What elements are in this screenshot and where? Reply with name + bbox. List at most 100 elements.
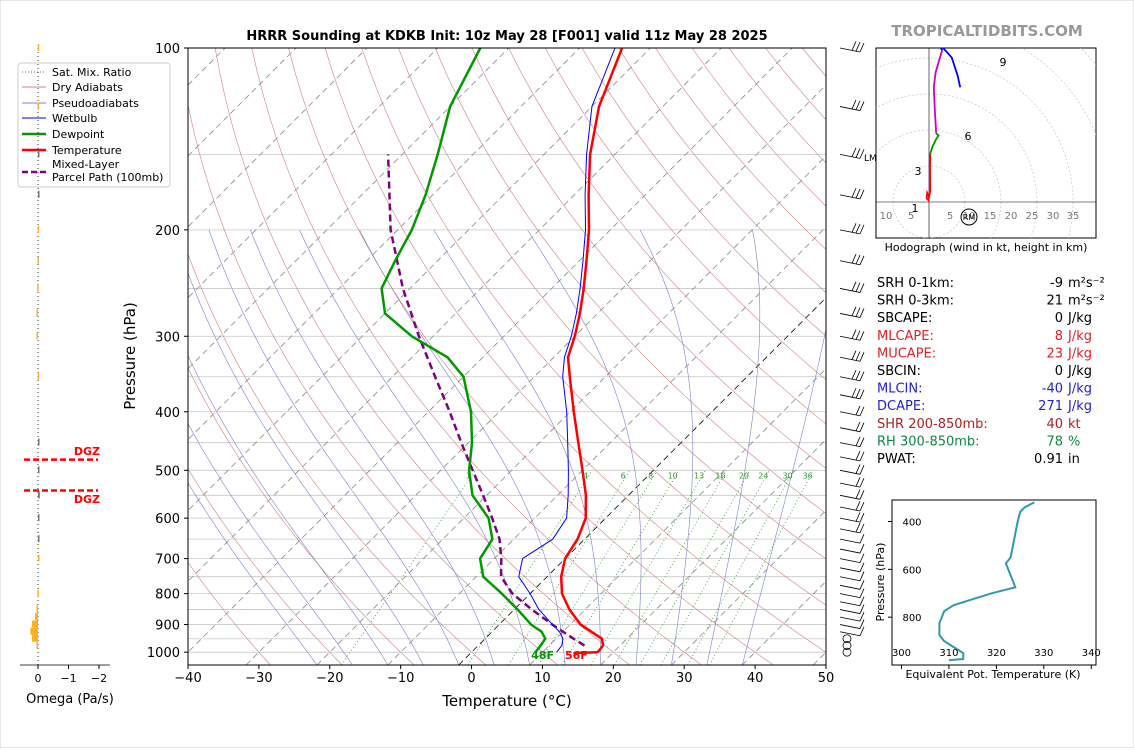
- hodograph-frame: [876, 48, 1096, 238]
- omega-bar: [35, 613, 38, 620]
- dgz-label-top: DGZ: [74, 445, 100, 458]
- chart-title: HRRR Sounding at KDKB Init: 10z May 28 […: [246, 29, 767, 44]
- x-tick-label: 50: [818, 671, 835, 686]
- index-label: SHR 200-850mb:: [877, 417, 988, 432]
- legend: Sat. Mix. Ratio Dry Adiabats Pseudoadiab…: [18, 63, 170, 187]
- index-label: SRH 0-3km:: [877, 294, 954, 309]
- mixing-ratio-label: 13: [694, 472, 704, 481]
- y-tick-label: 200: [155, 224, 180, 239]
- omega-tick-label: −1: [60, 672, 76, 685]
- omega-bar: [37, 284, 39, 291]
- index-value: 8: [1055, 329, 1063, 344]
- x-tick-label: −30: [245, 671, 272, 686]
- theta-e-x-tick-label: 330: [1034, 648, 1053, 659]
- index-unit: %: [1068, 434, 1080, 449]
- y-tick-label: 900: [155, 619, 180, 634]
- omega-bar: [36, 606, 38, 613]
- skewt-ylabel: Pressure (hPa): [121, 302, 139, 410]
- theta-e-xlabel: Equivalent Pot. Temperature (K): [905, 668, 1080, 681]
- x-tick-label: 30: [676, 671, 693, 686]
- theta-e-x-tick-label: 340: [1082, 648, 1101, 659]
- index-unit: J/kg: [1067, 364, 1092, 379]
- omega-bar: [30, 628, 38, 635]
- left-mover-label: LM: [864, 154, 877, 164]
- omega-bar: [36, 332, 38, 339]
- y-tick-label: 800: [155, 588, 180, 603]
- index-label: MLCAPE:: [877, 329, 934, 344]
- theta-e-y-tick-label: 600: [902, 565, 921, 576]
- y-tick-label: 1000: [147, 646, 180, 661]
- omega-bar: [37, 257, 39, 264]
- theta-e-y-tick-label: 800: [902, 613, 921, 624]
- brand-logo-text: TROPICALTIDBITS.COM: [891, 22, 1083, 40]
- x-tick-label: 10: [534, 671, 551, 686]
- x-tick-label: −20: [316, 671, 343, 686]
- index-unit: J/kg: [1067, 382, 1092, 397]
- omega-bar: [38, 466, 40, 473]
- hodograph-ring-label: 15: [984, 211, 997, 222]
- hodograph-height-label: 1: [912, 202, 919, 215]
- legend-sat-mix: Sat. Mix. Ratio: [52, 66, 132, 79]
- index-unit: J/kg: [1067, 346, 1092, 361]
- index-value: 0: [1055, 311, 1063, 326]
- omega-bar: [38, 535, 40, 542]
- x-tick-label: −40: [174, 671, 201, 686]
- hodograph-ring-label: 10: [880, 211, 893, 222]
- legend-mixed-layer: Mixed-Layer: [52, 158, 120, 171]
- y-tick-label: 700: [155, 553, 180, 568]
- mixing-ratio-label: 16: [715, 472, 725, 481]
- index-label: PWAT:: [877, 452, 916, 467]
- theta-e-frame: [892, 500, 1096, 665]
- index-label: DCAPE:: [877, 399, 925, 414]
- omega-bar: [38, 150, 40, 157]
- skewt-xlabel: Temperature (°C): [441, 692, 571, 710]
- index-value: 78: [1046, 434, 1063, 449]
- surface-dewpoint-label: 48F: [531, 649, 554, 662]
- legend-parcel-path: Parcel Path (100mb): [52, 171, 163, 184]
- x-tick-label: 20: [605, 671, 622, 686]
- mixing-ratio-label: 6: [621, 472, 626, 481]
- x-tick-label: 0: [467, 671, 475, 686]
- hodograph-ring-label: 25: [1026, 211, 1039, 222]
- omega-tick-label: 0: [35, 672, 42, 685]
- hodograph-height-label: 3: [915, 165, 922, 178]
- index-label: RH 300-850mb:: [877, 434, 980, 449]
- index-unit: kt: [1068, 417, 1081, 432]
- index-unit: J/kg: [1067, 311, 1092, 326]
- omega-bar: [36, 642, 38, 649]
- mixing-ratio-label: 30: [783, 472, 793, 481]
- index-label: MLCIN:: [877, 382, 922, 397]
- x-tick-label: −10: [387, 671, 414, 686]
- index-value: 271: [1038, 399, 1063, 414]
- index-unit: in: [1068, 452, 1080, 467]
- legend-wetbulb: Wetbulb: [52, 112, 97, 125]
- y-tick-label: 500: [155, 464, 180, 479]
- mixing-ratio-label: 1: [466, 472, 471, 481]
- hodograph-ring-label: 30: [1047, 211, 1060, 222]
- mixing-ratio-label: 8: [648, 472, 653, 481]
- omega-bar: [32, 635, 38, 642]
- omega-xlabel: Omega (Pa/s): [26, 692, 114, 707]
- index-value: 0.91: [1034, 452, 1063, 467]
- dgz-label-bottom: DGZ: [74, 493, 100, 506]
- omega-bar: [38, 491, 40, 498]
- index-value: 23: [1046, 346, 1063, 361]
- index-value: -9: [1050, 276, 1063, 291]
- x-tick-label: 40: [747, 671, 764, 686]
- hodograph-ring-label: 35: [1067, 211, 1080, 222]
- legend-pseudoadiabats: Pseudoadiabats: [52, 97, 139, 110]
- index-label: SBCIN:: [877, 364, 921, 379]
- theta-e-x-tick-label: 300: [892, 648, 911, 659]
- index-value: 0: [1055, 364, 1063, 379]
- omega-bar: [38, 44, 40, 51]
- mixing-ratio-label: 20: [739, 472, 749, 481]
- index-value: -40: [1042, 382, 1063, 397]
- index-unit: J/kg: [1067, 399, 1092, 414]
- theta-e-y-tick-label: 400: [902, 518, 921, 529]
- hodograph-height-label: 9: [1000, 56, 1007, 69]
- index-label: MUCAPE:: [877, 346, 936, 361]
- index-unit: m²s⁻²: [1068, 294, 1105, 309]
- legend-dry-adiabats: Dry Adiabats: [52, 81, 123, 94]
